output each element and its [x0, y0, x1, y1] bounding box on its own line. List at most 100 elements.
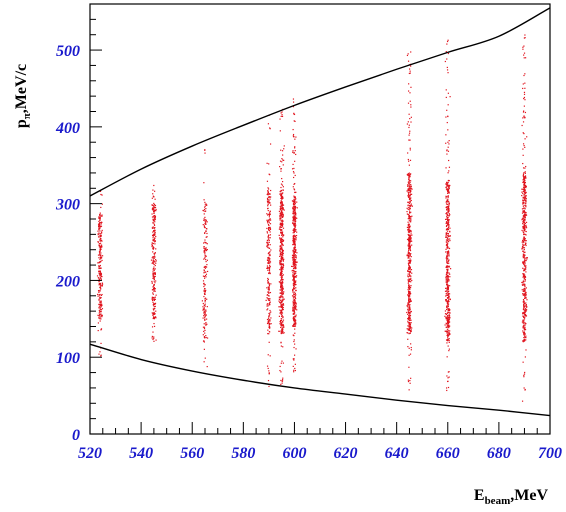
data-point — [269, 264, 271, 266]
data-point — [267, 291, 269, 293]
data-point — [280, 323, 282, 326]
data-point — [98, 216, 100, 218]
data-point — [202, 209, 204, 212]
data-point — [446, 294, 448, 297]
data-point — [150, 259, 153, 261]
data-point — [293, 335, 295, 337]
data-point — [100, 215, 102, 217]
data-point — [100, 252, 102, 254]
data-point — [267, 188, 270, 190]
data-point — [152, 312, 154, 315]
data-point — [292, 163, 294, 166]
data-point — [280, 330, 282, 332]
data-point — [280, 200, 282, 202]
data-point — [447, 228, 450, 231]
data-point — [521, 194, 523, 197]
data-point — [525, 227, 528, 229]
data-point — [279, 249, 281, 251]
data-point — [296, 217, 298, 219]
data-point — [294, 306, 296, 308]
data-point — [407, 224, 409, 226]
data-point — [281, 267, 283, 270]
data-point — [406, 210, 408, 213]
data-point — [269, 237, 271, 239]
data-point — [100, 245, 102, 247]
data-point — [407, 238, 409, 240]
data-point — [446, 266, 448, 269]
data-point — [152, 207, 154, 209]
data-point — [99, 226, 101, 228]
data-point — [447, 321, 449, 324]
data-point — [445, 330, 447, 332]
data-point — [281, 266, 283, 269]
data-point — [204, 253, 206, 255]
data-point — [99, 283, 102, 285]
data-point — [269, 301, 271, 303]
data-point — [282, 259, 284, 261]
data-point — [293, 270, 295, 273]
data-point — [281, 309, 283, 312]
data-point — [100, 329, 102, 331]
data-point — [410, 218, 412, 220]
data-point — [99, 272, 102, 274]
data-point — [295, 319, 297, 321]
data-point — [204, 290, 206, 292]
data-point — [446, 216, 448, 218]
data-point — [522, 173, 525, 175]
data-point — [408, 318, 410, 320]
data-point — [98, 303, 100, 305]
data-point — [280, 282, 282, 284]
data-point — [407, 195, 409, 197]
data-point — [154, 273, 156, 276]
data-point — [205, 273, 208, 275]
data-point — [153, 277, 155, 279]
data-point — [447, 241, 450, 243]
data-point — [153, 266, 155, 268]
y-tick-label: 100 — [56, 350, 80, 367]
data-point — [447, 179, 449, 182]
data-point — [268, 247, 271, 249]
data-point — [267, 282, 269, 284]
data-point — [100, 313, 102, 315]
data-point — [282, 303, 284, 305]
data-point — [283, 326, 285, 328]
data-point — [409, 306, 411, 308]
data-point — [294, 325, 297, 327]
data-point — [294, 297, 296, 299]
data-point — [409, 248, 411, 250]
data-point — [282, 346, 284, 348]
data-point — [294, 254, 296, 256]
data-point — [269, 261, 272, 263]
data-point — [268, 322, 271, 324]
data-point — [294, 243, 296, 245]
data-point — [267, 224, 270, 226]
data-point — [155, 294, 157, 296]
data-point — [295, 321, 297, 323]
data-point — [295, 294, 297, 296]
data-point — [153, 288, 155, 290]
data-point — [409, 325, 412, 327]
data-point — [267, 123, 270, 125]
data-point — [279, 245, 281, 247]
data-point — [153, 223, 155, 225]
data-point — [409, 244, 411, 246]
data-point — [281, 306, 283, 308]
data-point — [206, 298, 208, 300]
data-point — [523, 110, 525, 112]
data-point — [408, 290, 410, 292]
data-point — [292, 269, 295, 271]
data-point — [279, 118, 281, 120]
data-point — [204, 257, 206, 259]
data-point — [278, 315, 281, 317]
data-point — [447, 250, 450, 252]
data-point — [526, 309, 528, 311]
data-point — [523, 255, 525, 258]
data-point — [523, 91, 526, 93]
data-point — [522, 219, 525, 222]
data-point — [294, 241, 296, 244]
data-point — [293, 195, 295, 197]
data-point — [267, 298, 269, 300]
point-cluster-645 — [406, 51, 414, 391]
data-point — [410, 322, 412, 324]
data-point — [152, 338, 154, 341]
